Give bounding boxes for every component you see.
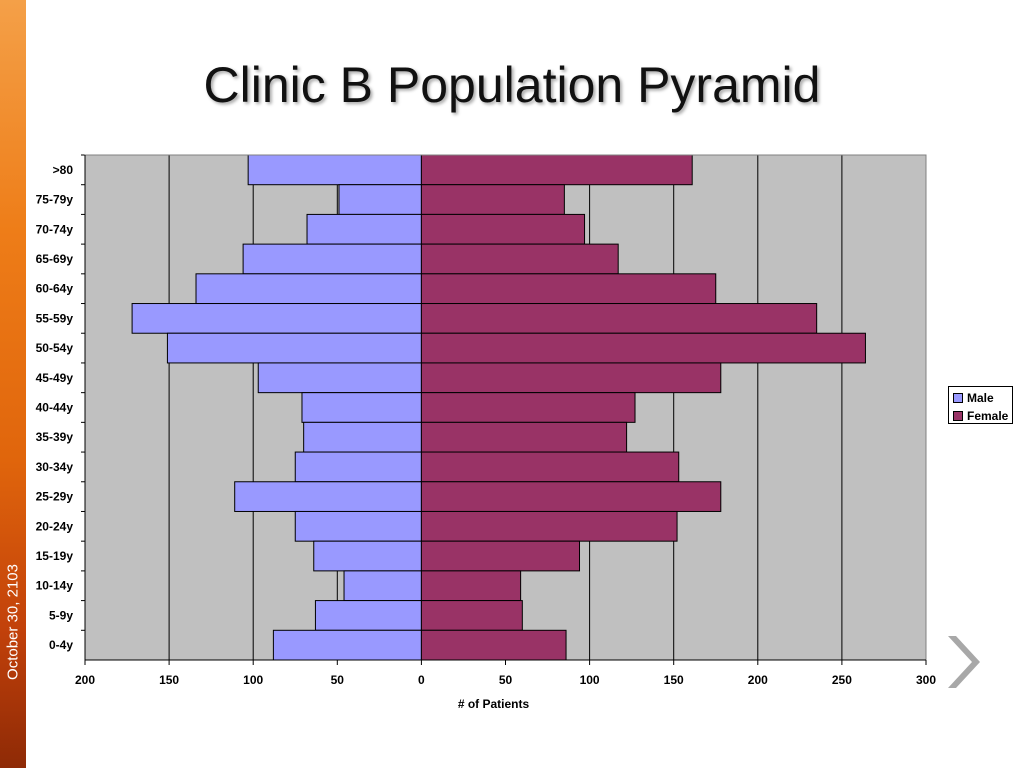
x-tick-label: 200 — [75, 673, 95, 687]
category-label: 0-4y — [49, 638, 73, 652]
bar-female-0 — [420, 154, 693, 186]
bar-female-13 — [420, 540, 581, 572]
bar-male-0 — [247, 154, 422, 186]
x-tick-label: 100 — [580, 673, 600, 687]
bar-female-10 — [420, 451, 680, 483]
x-tick-label: 150 — [664, 673, 684, 687]
x-tick-label: 50 — [499, 673, 513, 687]
category-label: 60-64y — [36, 282, 74, 296]
bar-male-10 — [294, 451, 422, 483]
category-label: 70-74y — [36, 222, 74, 236]
category-label: 30-34y — [36, 460, 74, 474]
bar-female-6 — [420, 332, 866, 364]
x-tick-label: 300 — [916, 673, 936, 687]
category-label: 50-54y — [36, 341, 74, 355]
x-tick-label: 200 — [748, 673, 768, 687]
x-tick-label: 150 — [159, 673, 179, 687]
slide-title: Clinic B Population Pyramid — [203, 57, 821, 113]
bar-male-12 — [294, 510, 422, 542]
category-label: 35-39y — [36, 430, 74, 444]
category-label: 55-59y — [36, 311, 74, 325]
bar-female-1 — [420, 184, 565, 215]
bar-male-15 — [314, 600, 422, 631]
x-tick-label: 250 — [832, 673, 852, 687]
bar-female-16 — [420, 629, 567, 661]
bar-female-3 — [420, 243, 619, 275]
chevron-right-shape — [948, 636, 980, 688]
bar-female-8 — [420, 392, 636, 423]
legend-item-female: Female — [953, 407, 1012, 425]
legend-label-female: Female — [967, 409, 1009, 423]
bar-female-12 — [420, 510, 678, 542]
bar-male-2 — [306, 213, 422, 245]
category-label: 5-9y — [49, 608, 73, 622]
bar-male-1 — [338, 184, 422, 215]
bar-female-9 — [420, 421, 628, 453]
legend-item-male: Male — [953, 389, 1012, 407]
bar-male-11 — [234, 481, 422, 512]
bar-male-13 — [313, 540, 422, 572]
bar-male-8 — [301, 392, 422, 423]
bar-male-14 — [343, 570, 422, 602]
category-label: 10-14y — [36, 579, 74, 593]
x-axis-label: # of Patients — [458, 697, 530, 711]
legend-swatch-female — [953, 411, 963, 421]
bar-female-2 — [420, 213, 586, 245]
category-label: 45-49y — [36, 371, 74, 385]
x-tick-label: 100 — [243, 673, 263, 687]
legend-label-male: Male — [967, 391, 994, 405]
category-label: 75-79y — [36, 193, 74, 207]
bar-female-4 — [420, 273, 717, 305]
bar-male-7 — [257, 362, 422, 394]
side-accent-bar: October 30, 2103 — [0, 0, 26, 768]
chart-legend: Male Female — [948, 386, 1013, 424]
category-label: 15-19y — [36, 549, 74, 563]
bar-female-11 — [420, 481, 722, 512]
category-label: 40-44y — [36, 401, 74, 415]
bar-female-15 — [420, 600, 523, 631]
bar-male-5 — [131, 303, 422, 334]
bar-male-3 — [242, 243, 422, 275]
category-label: 65-69y — [36, 252, 74, 266]
x-tick-label: 0 — [418, 673, 425, 687]
legend-swatch-male — [953, 393, 963, 403]
bar-male-16 — [272, 629, 422, 661]
category-label: 25-29y — [36, 490, 74, 504]
category-label: >80 — [53, 163, 74, 177]
bar-female-14 — [420, 570, 522, 602]
bar-male-6 — [166, 332, 422, 364]
x-tick-label: 50 — [331, 673, 345, 687]
category-label: 20-24y — [36, 519, 74, 533]
bar-male-4 — [195, 273, 422, 305]
bar-female-5 — [420, 303, 818, 334]
bar-female-7 — [420, 362, 722, 394]
chevron-right-icon[interactable] — [940, 632, 980, 692]
bar-male-9 — [303, 421, 422, 453]
